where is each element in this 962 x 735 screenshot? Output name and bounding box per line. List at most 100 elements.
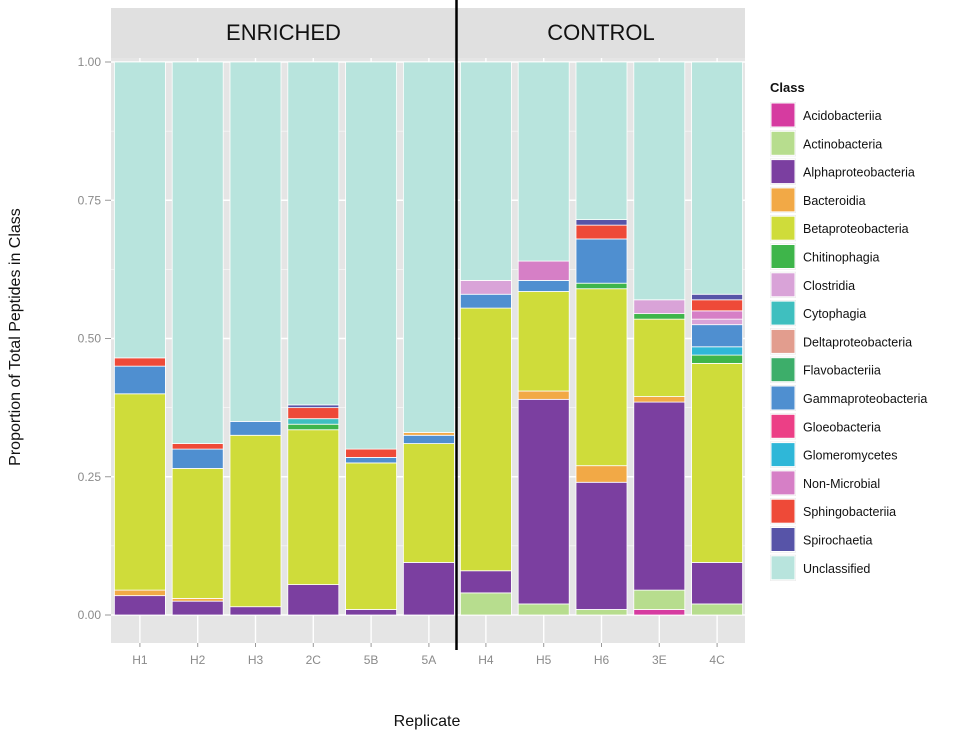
bar-segment [575, 238, 628, 284]
bar-segment [114, 357, 166, 367]
bar-segment [402, 443, 455, 563]
legend-swatch [770, 300, 796, 326]
legend-swatch [770, 244, 796, 269]
legend-swatch [770, 102, 796, 128]
legend-entry: Bacteroidia [803, 194, 866, 208]
bar-segment [575, 465, 628, 483]
bar-segment [517, 398, 570, 605]
bar-segment [287, 418, 340, 425]
bar-segment [402, 562, 455, 616]
x-tick-label: 3E [652, 653, 667, 667]
bar-segment [345, 448, 398, 458]
bar-segment [171, 598, 224, 602]
legend-entry: Chitinophagia [803, 251, 879, 265]
legend-entry: Acidobacteriia [803, 109, 882, 123]
y-tick-label: 1.00 [78, 55, 102, 69]
bar-segment [517, 390, 570, 400]
bar-segment [575, 288, 628, 467]
legend-entry: Alphaproteobacteria [803, 166, 915, 180]
x-tick-label: 4C [709, 653, 725, 667]
bar-segment [287, 429, 340, 585]
legend-swatch [770, 413, 796, 439]
bar-segment [575, 219, 628, 226]
bar-segment [114, 595, 166, 616]
x-tick-label: H5 [536, 653, 552, 667]
bar-segment [575, 609, 628, 616]
bar-segment [633, 299, 686, 315]
bar-segment [114, 393, 166, 591]
bar-segment [633, 589, 686, 610]
bar-segment [691, 299, 743, 312]
legend-swatch [770, 215, 796, 241]
bar-segment [229, 434, 282, 608]
x-tick-label: H2 [190, 653, 206, 667]
bar-segment [287, 407, 340, 420]
legend-swatch [770, 442, 796, 468]
legend-entry: Cytophagia [803, 307, 866, 321]
legend-title: Class [770, 80, 805, 95]
bar-segment [517, 603, 570, 616]
bar-segment [517, 260, 570, 281]
bar-segment [287, 584, 340, 616]
legend-entry: Spirochaetia [803, 534, 873, 548]
bar-segment [229, 421, 282, 436]
legend-swatch [770, 328, 796, 354]
legend-entry: Betaproteobacteria [803, 222, 909, 236]
y-axis-title: Proportion of Total Peptides in Class [7, 208, 24, 466]
bar-segment [691, 603, 743, 616]
bar-segment [691, 61, 743, 295]
facet-label: ENRICHED [226, 20, 341, 45]
bar-segment [287, 423, 340, 431]
legend-swatch [770, 555, 796, 581]
bar-segment [402, 61, 455, 433]
y-tick-label: 0.75 [78, 193, 102, 207]
bar-segment [345, 61, 398, 450]
legend-swatch [770, 470, 796, 496]
bar-segment [691, 318, 743, 326]
legend-entry: Gloeobacteria [803, 420, 881, 434]
bar-segment [171, 448, 224, 469]
legend-entry: Non-Microbial [803, 477, 880, 491]
bar-segment [691, 324, 743, 348]
bar-segment [691, 354, 743, 364]
bar-segment [402, 432, 455, 436]
plot-area: ENRICHED H1 H2 H3 2C 5B 5A CONTROL H4 H5 H6 3E 4C 0.0… [78, 0, 745, 667]
legend-swatch [770, 159, 796, 185]
bar-segment [517, 291, 570, 392]
legend-entry: Deltaproteobacteria [803, 335, 912, 349]
legend-swatch [770, 385, 796, 411]
bar-segment [459, 61, 512, 281]
legend-entry: Unclassified [803, 562, 870, 576]
legend-swatch [770, 498, 796, 524]
bar-segment [633, 396, 686, 403]
y-tick-label: 0.00 [78, 608, 102, 622]
x-tick-label: 2C [306, 653, 322, 667]
legend-entry: Flavobacteriia [803, 364, 881, 378]
bar-segment [459, 592, 512, 616]
x-tick-label: 5A [422, 653, 437, 667]
legend-swatch [770, 272, 796, 298]
bar-segment [171, 468, 224, 599]
y-tick-label: 0.50 [78, 332, 102, 346]
bar-segment [517, 61, 570, 262]
bar-segment [171, 443, 224, 450]
panel-background [111, 58, 456, 643]
x-tick-label: H1 [132, 653, 148, 667]
bar-segment [287, 61, 340, 406]
legend-entry: Actinobacteria [803, 137, 882, 151]
x-tick-label: H4 [478, 653, 494, 667]
bar-segment [171, 61, 224, 444]
bar-segment [691, 310, 743, 320]
bar-segment [229, 61, 282, 422]
x-axis-title: Replicate [394, 713, 461, 730]
legend-swatch [770, 357, 796, 383]
bar-segment [575, 61, 628, 221]
bar-segment [114, 589, 166, 597]
bar-segment [633, 313, 686, 320]
bar-segment [459, 293, 512, 309]
x-tick-label: 5B [364, 653, 379, 667]
legend-swatch [770, 130, 796, 156]
bar-segment [114, 61, 166, 359]
bar-segment [114, 365, 166, 395]
facet-strip [457, 8, 745, 58]
